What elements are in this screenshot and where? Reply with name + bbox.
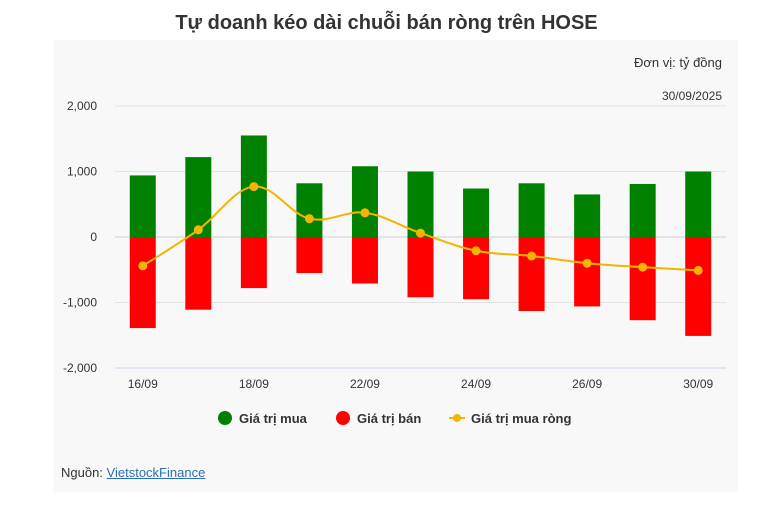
net-point	[193, 225, 203, 235]
date-note: 30/09/2025	[661, 89, 722, 103]
bar-sell	[518, 237, 545, 312]
y-tick-label: -2,000	[63, 361, 97, 375]
net-point	[527, 251, 537, 261]
bar-sell	[574, 237, 601, 307]
bar-buy	[574, 194, 601, 237]
legend-label: Giá trị mua ròng	[471, 411, 571, 426]
y-tick-label: 0	[90, 230, 97, 244]
chart-title: Tự doanh kéo dài chuỗi bán ròng trên HOS…	[175, 12, 598, 34]
bar-buy	[518, 183, 545, 237]
source-prefix: Nguồn:	[61, 465, 107, 480]
bar-sell	[629, 237, 656, 321]
bar-buy	[463, 188, 490, 237]
source-link[interactable]: VietstockFinance	[106, 465, 206, 480]
legend-marker	[336, 411, 350, 425]
source-note: Nguồn: VietstockFinance	[61, 465, 205, 480]
bar-buy	[629, 183, 656, 237]
x-tick-label: 24/09	[461, 377, 491, 391]
bar-sell	[129, 237, 156, 329]
y-tick-label: -1,000	[63, 296, 97, 310]
x-tick-label: 16/09	[128, 377, 158, 391]
x-tick-label: 26/09	[572, 377, 602, 391]
bar-buy	[685, 171, 712, 237]
bar-sell	[240, 237, 267, 289]
bars-group	[129, 135, 712, 336]
x-tick-label: 22/09	[350, 377, 380, 391]
legend: Giá trị mua Giá trị bán Giá trị mua ròng	[218, 411, 571, 426]
y-tick-label: 2,000	[67, 99, 97, 113]
x-axis-ticks: 16/09 18/09 22/09 24/09 26/09 30/09	[128, 377, 714, 391]
bar-buy	[296, 183, 323, 237]
bar-sell	[296, 237, 323, 274]
bar-buy	[185, 157, 212, 237]
bar-buy	[407, 171, 434, 237]
unit-note: Đơn vị: tỷ đồng	[633, 55, 722, 70]
net-point	[138, 261, 148, 271]
y-tick-label: 1,000	[67, 165, 97, 179]
net-point	[304, 214, 314, 224]
bar-sell	[685, 237, 712, 336]
bar-sell	[185, 237, 212, 310]
net-point	[638, 262, 648, 272]
net-point	[582, 258, 592, 268]
bar-sell	[407, 237, 434, 298]
y-axis-ticks: 2,000 1,000 0 -1,000 -2,000	[63, 99, 97, 375]
bar-sell	[351, 237, 378, 284]
net-point	[693, 265, 703, 275]
bar-buy	[351, 166, 378, 237]
bar-buy	[129, 175, 156, 237]
legend-marker	[218, 411, 232, 425]
net-line-group	[138, 182, 703, 275]
net-point	[416, 228, 425, 238]
legend-label: Giá trị mua	[239, 411, 308, 426]
legend-label: Giá trị bán	[357, 411, 421, 426]
net-point	[471, 246, 481, 256]
net-point	[249, 182, 259, 192]
x-tick-label: 30/09	[683, 377, 713, 391]
legend-marker	[453, 414, 461, 422]
x-tick-label: 18/09	[239, 377, 269, 391]
net-point	[360, 208, 370, 218]
